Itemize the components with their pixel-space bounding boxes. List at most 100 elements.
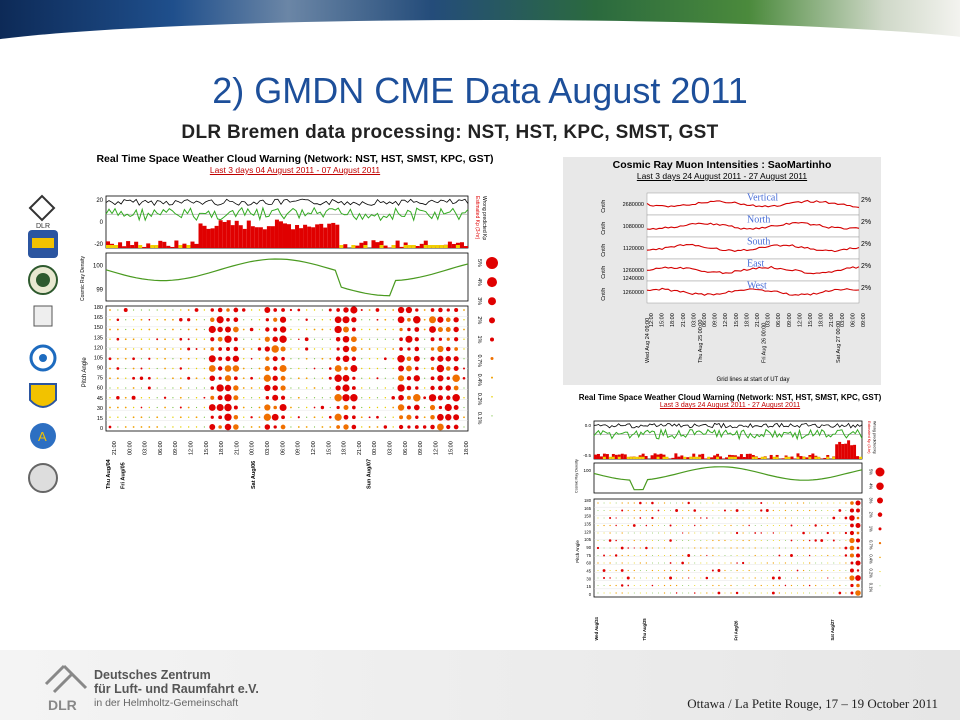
pitch-dot: [321, 387, 323, 389]
pitch-dot: [742, 524, 744, 527]
pitch-dot: [748, 517, 750, 519]
pitch-dot: [821, 517, 823, 519]
pitch-dot: [645, 562, 648, 564]
pitch-dot: [766, 524, 768, 527]
pitch-dot: [850, 561, 854, 565]
kp-bar: [379, 240, 384, 248]
pitch-dot: [663, 554, 666, 557]
pitch-dot: [216, 384, 224, 392]
pitch-dot: [663, 584, 666, 587]
pitch-dot: [392, 406, 395, 409]
pitch-dot: [453, 385, 459, 391]
pitch-dot: [313, 426, 316, 428]
kp-bar: [596, 453, 600, 459]
pitch-axis-label: Pitch Angle: [82, 357, 88, 388]
pitch-dot: [195, 387, 198, 389]
pitch-dot: [676, 532, 678, 534]
pitch-dot: [187, 357, 190, 360]
pitch-dot: [790, 547, 793, 549]
kp-bar: [126, 241, 131, 248]
dlr-logo-text: DLR: [36, 223, 50, 230]
pitch-dot: [369, 319, 371, 321]
pitch-dot: [772, 509, 775, 512]
left-chart-title: Real Time Space Weather Cloud Warning (N…: [96, 153, 494, 165]
pitch-dot: [423, 318, 426, 321]
pitch-dot: [694, 555, 696, 556]
pitch-dot: [808, 562, 811, 564]
pitch-dot: [778, 562, 780, 564]
pitch-dot: [609, 577, 611, 579]
kp-bar: [315, 224, 320, 248]
pitch-dot: [336, 405, 340, 410]
pitch-dot: [216, 316, 224, 324]
pitch-dot: [833, 524, 835, 527]
muon-axis-label: Cnt/h: [601, 266, 607, 279]
muon-time-label: 18:00: [819, 313, 825, 327]
pitch-dot: [140, 358, 143, 360]
kp-bar-low: [763, 456, 767, 459]
pitch-dot: [139, 376, 144, 380]
pitch-dot: [748, 524, 750, 527]
pitch-dot: [741, 561, 745, 565]
pitch-dot: [633, 584, 635, 587]
pitch-dot: [208, 404, 216, 411]
pitch-dot: [397, 384, 405, 392]
muon-title: Cosmic Ray Muon Intensities : SaoMartinh…: [612, 159, 832, 171]
pitch-dot: [645, 539, 647, 542]
pitch-dot: [778, 539, 780, 542]
pitch-dot: [742, 592, 744, 594]
pitch-dot: [463, 358, 465, 360]
pitch-dot: [615, 517, 617, 519]
pitch-dot: [676, 540, 678, 541]
pitch-dot: [361, 387, 363, 389]
pitch-dot: [392, 348, 395, 350]
kp-bar: [713, 455, 717, 459]
pitch-dot: [117, 348, 119, 350]
pitch-dot: [164, 309, 166, 311]
time-tick-label: 21:00: [234, 441, 240, 455]
pitch-dot: [263, 413, 271, 421]
kp-bar: [701, 453, 705, 459]
pitch-dot: [742, 585, 744, 586]
pitch-dot: [305, 377, 308, 380]
pitch-dot: [329, 338, 331, 340]
pitch-dot: [802, 547, 805, 549]
pitch-dot: [297, 416, 300, 419]
pitch-dot: [336, 308, 340, 312]
pitch-dot: [258, 338, 261, 341]
pitch-dot: [724, 532, 726, 534]
pitch-dot: [730, 547, 732, 549]
bz-tick-label: 20: [96, 198, 103, 204]
pitch-dot: [250, 348, 253, 350]
pitch-dot: [597, 555, 599, 556]
pitch-dot: [784, 570, 786, 571]
pitch-dot: [706, 554, 708, 557]
pitch-dot: [615, 577, 617, 579]
pitch-dot: [633, 532, 635, 534]
pitch-dot: [797, 540, 798, 541]
pitch-dot: [712, 584, 714, 587]
muon-percent-label: 2%: [861, 263, 871, 270]
pitch-dot: [639, 570, 641, 571]
pitch-dot: [407, 347, 411, 351]
pitch-dot: [279, 364, 287, 373]
pitch-dot: [682, 540, 684, 541]
bz-tick-label: 0: [100, 220, 104, 226]
pitch-dot: [796, 569, 799, 572]
pitch-dot: [796, 577, 799, 579]
legend-label: 4%: [476, 278, 482, 286]
pitch-dot: [164, 318, 166, 321]
pitch-dot: [724, 547, 726, 549]
pitch-dot: [784, 577, 786, 579]
pitch-dot: [771, 576, 775, 580]
pitch-dot: [413, 404, 420, 411]
pitch-dot: [445, 317, 451, 323]
pitch-dot: [233, 346, 239, 352]
pitch-dot: [109, 338, 111, 340]
day-label: Thu Aug/25: [642, 618, 647, 641]
pitch-dot: [290, 377, 292, 379]
pitch-dot: [839, 540, 841, 541]
pitch-dot: [195, 328, 198, 331]
pitch-dot: [140, 318, 143, 321]
pitch-dot: [453, 424, 459, 430]
